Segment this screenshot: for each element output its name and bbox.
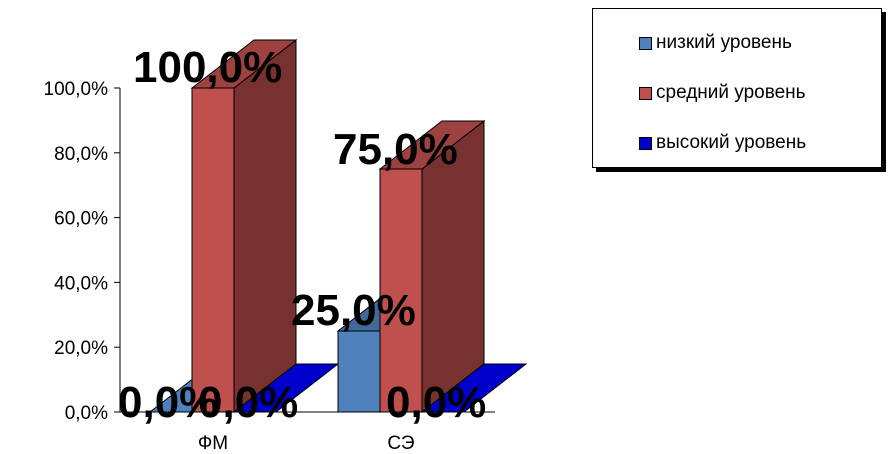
legend-swatch-high — [639, 136, 652, 150]
y-tick-label: 40,0% — [54, 273, 108, 294]
legend-item-high: высокий уровень — [639, 132, 806, 154]
bar-front-face — [379, 168, 423, 413]
data-labels-group: 0,0%25,0%100,0%75,0%0,0% 0,0% — [118, 43, 486, 427]
legend-item-medium: средний уровень — [639, 82, 806, 104]
bars-group — [148, 38, 528, 414]
y-axis: 0,0% 20,0% 40,0% 60,0% 80,0% 100,0% — [44, 79, 121, 424]
legend-item-low: низкий уровень — [639, 32, 792, 54]
bar-front-face — [337, 330, 381, 413]
data-label: 0,0% — [386, 378, 486, 427]
legend-label-medium: средний уровень — [656, 82, 806, 103]
data-label: 0,0% — [118, 378, 218, 427]
legend-swatch-low — [639, 36, 652, 50]
bar-top-face — [378, 120, 486, 170]
x-category-label: ФМ — [198, 433, 228, 454]
bar — [190, 38, 298, 414]
y-tick-label: 80,0% — [54, 144, 108, 165]
y-tick-label: 100,0% — [44, 79, 109, 100]
x-category-label: СЭ — [387, 433, 414, 454]
legend-swatch-medium — [639, 86, 652, 100]
legend-label-high: высокий уровень — [656, 132, 807, 153]
y-tick-label: 60,0% — [54, 209, 108, 230]
data-label: 25,0% — [291, 286, 416, 335]
bar-top-face — [190, 39, 298, 89]
data-label: 75,0% — [333, 125, 458, 174]
legend-label-low: низкий уровень — [656, 32, 792, 53]
bar-front-face — [191, 87, 235, 413]
bar-side-face — [233, 38, 297, 414]
bar-top-face — [420, 363, 528, 413]
bar — [420, 363, 528, 413]
data-label: 0,0% — [198, 378, 298, 427]
bar — [378, 119, 486, 414]
y-tick-label: 20,0% — [54, 338, 108, 359]
y-tick-label: 0,0% — [65, 403, 108, 424]
data-label: 100,0% — [133, 43, 282, 92]
legend: низкий уровень средний уровень высокий у… — [592, 8, 882, 168]
